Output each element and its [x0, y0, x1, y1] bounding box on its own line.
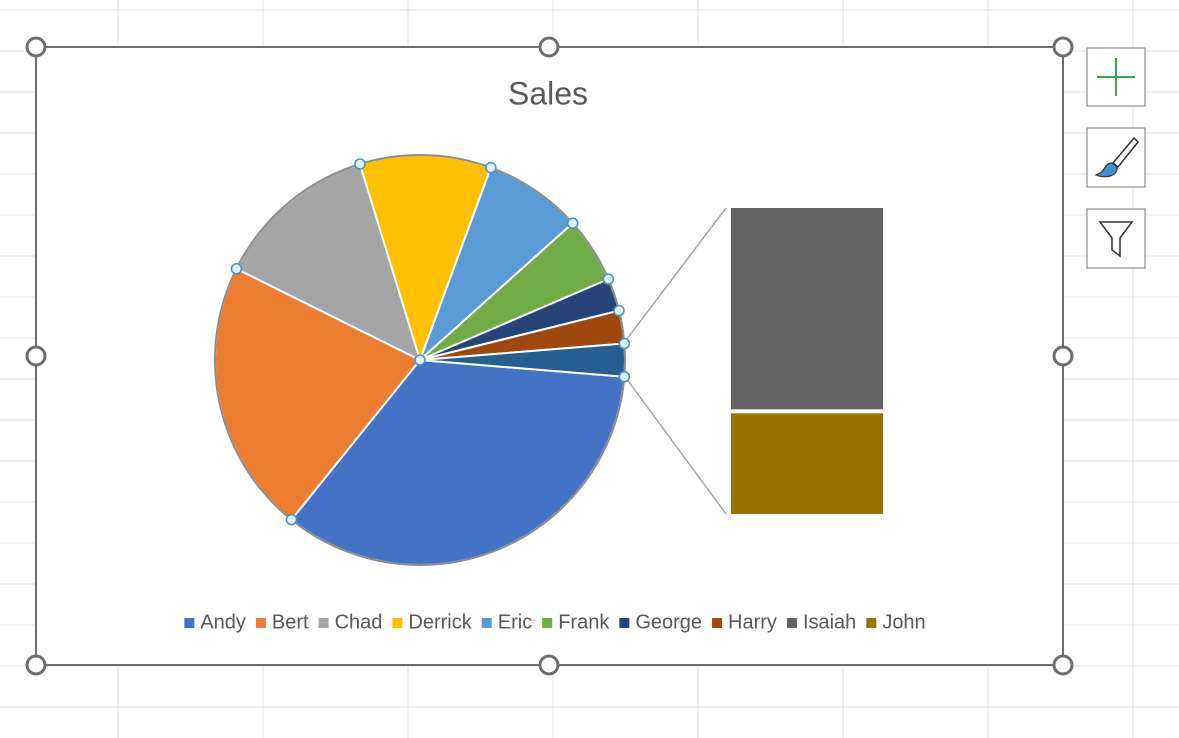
point-handle [485, 161, 497, 174]
legend-label: John [882, 611, 925, 633]
resize-handle[interactable] [25, 345, 47, 367]
legend-swatch [318, 618, 329, 628]
legend: Andy Bert Chad Derrick Eric Frank George Harry I… [184, 611, 926, 633]
legend-item: Isaiah [786, 611, 856, 633]
chart-title: Sales [508, 75, 588, 111]
legend-swatch [712, 618, 723, 628]
legend-label: Isaiah [803, 611, 856, 633]
legend-swatch [255, 618, 266, 628]
point-handle [230, 263, 243, 275]
legend-swatch [619, 618, 630, 628]
chart-filters-button[interactable] [1086, 208, 1146, 269]
bar-segment [731, 413, 883, 514]
bar-segment [731, 208, 883, 410]
legend-item: George [619, 611, 702, 633]
legend-item: Frank [542, 611, 610, 633]
plus-icon [1097, 58, 1135, 96]
plot-area [214, 154, 883, 566]
resize-handle[interactable] [25, 36, 47, 58]
legend-label: George [635, 611, 702, 633]
legend-item: Andy [184, 611, 246, 633]
point-handle [414, 354, 426, 366]
legend-label: Derrick [408, 611, 472, 633]
point-handle [613, 304, 625, 317]
legend-label: Eric [498, 611, 532, 633]
legend-swatch [392, 618, 403, 628]
brush-handle [1111, 136, 1140, 169]
legend-swatch [786, 618, 797, 628]
button-frame[interactable] [1086, 127, 1146, 188]
point-handle [618, 371, 631, 383]
legend-swatch [481, 618, 492, 628]
legend-item: John [866, 611, 926, 633]
resize-handle[interactable] [25, 654, 47, 676]
legend-label: Bert [272, 611, 309, 633]
legend-label: Frank [558, 611, 610, 633]
legend-swatch [542, 618, 553, 628]
legend-item: Derrick [392, 611, 473, 633]
legend-swatch [184, 618, 195, 628]
brush-tip [1094, 162, 1118, 178]
legend-item: Chad [318, 611, 383, 633]
point-handle [602, 273, 615, 285]
selection-handles [25, 36, 1074, 676]
legend-label: Chad [335, 611, 383, 633]
point-handle [618, 337, 631, 350]
resize-handle[interactable] [1052, 36, 1074, 58]
point-handle [566, 217, 579, 229]
connector-line [626, 379, 727, 515]
legend-item: Harry [712, 611, 777, 633]
funnel-icon [1098, 221, 1134, 258]
chart-elements-button[interactable] [1086, 47, 1146, 107]
point-handle [285, 513, 298, 526]
resize-handle[interactable] [538, 654, 560, 676]
resize-handle[interactable] [1052, 345, 1074, 367]
legend-item: Bert [255, 611, 309, 633]
resize-handle[interactable] [538, 36, 560, 58]
chart-styles-button[interactable] [1086, 127, 1146, 188]
resize-handle[interactable] [1052, 654, 1074, 676]
legend-item: Eric [481, 611, 532, 633]
legend-label: Andy [200, 611, 246, 633]
legend-label: Harry [728, 611, 777, 633]
pie-outline [214, 154, 626, 566]
connector-line [626, 207, 727, 339]
point-handle [354, 158, 366, 170]
legend-swatch [866, 618, 877, 628]
